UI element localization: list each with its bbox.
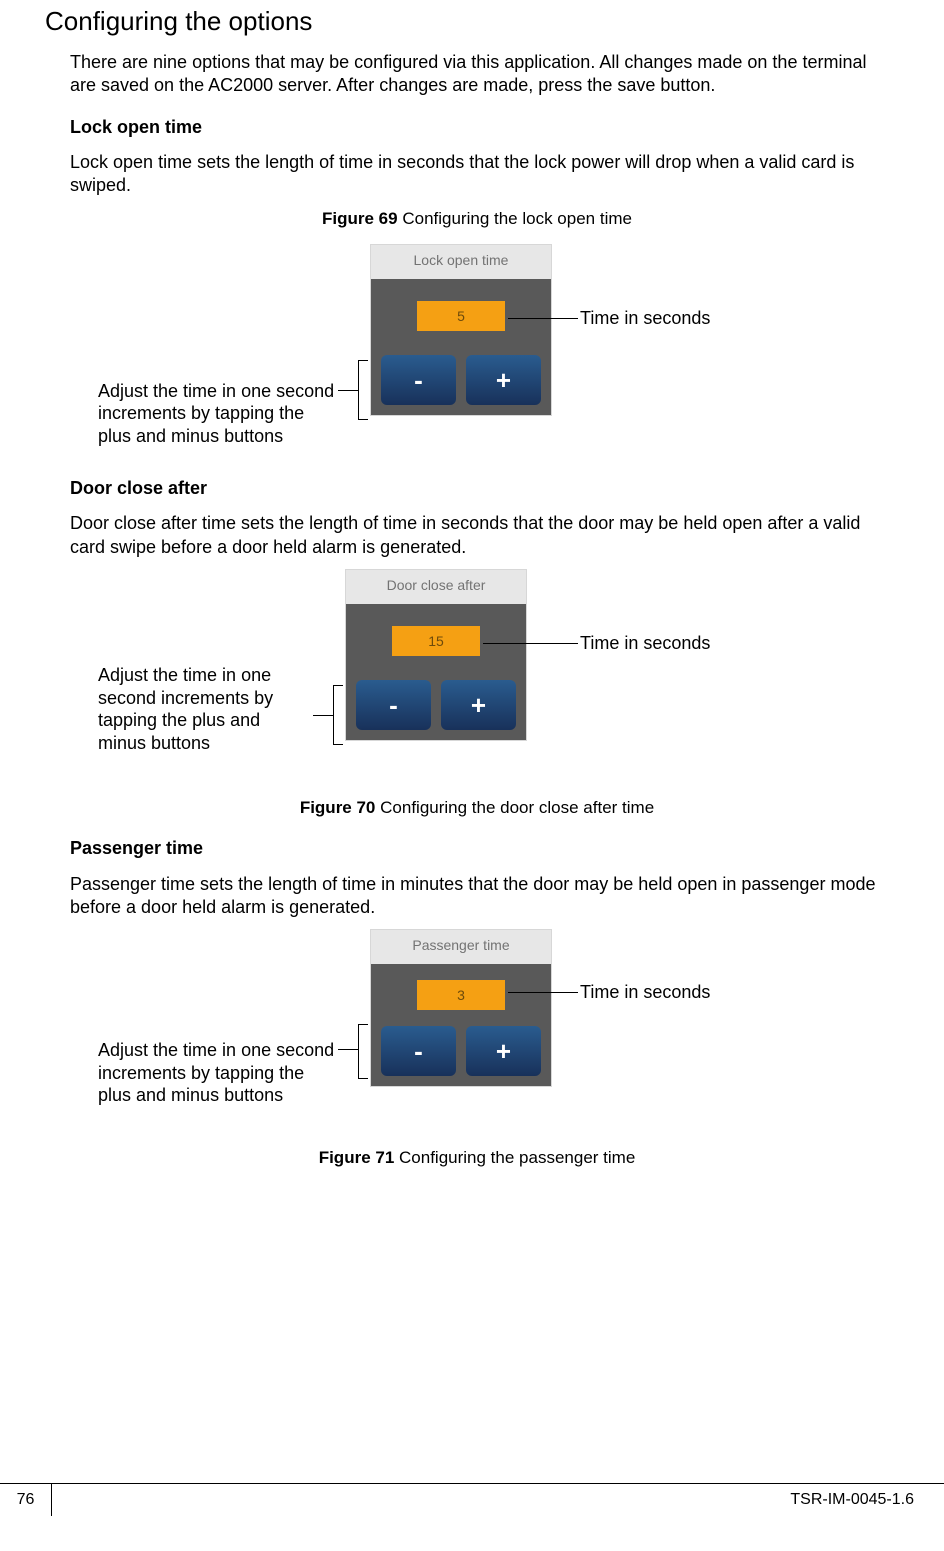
minus-button[interactable]: -: [381, 355, 456, 405]
figure-71-bold: Figure 71: [319, 1148, 395, 1167]
device-title-lock-open: Lock open time: [371, 245, 551, 279]
anno-adjust-buttons: Adjust the time in one second increments…: [98, 380, 338, 448]
leader-line: [358, 1078, 368, 1079]
leader-line: [313, 715, 333, 716]
heading-passenger: Passenger time: [70, 837, 884, 860]
body-passenger: Passenger time sets the length of time i…: [70, 873, 884, 920]
plus-button[interactable]: +: [466, 355, 541, 405]
tick-line: [358, 1024, 359, 1079]
page-title: Configuring the options: [45, 5, 884, 39]
page-number: 76: [0, 1484, 52, 1516]
device-door-close: Door close after 15 - +: [345, 569, 527, 741]
heading-lock-open: Lock open time: [70, 116, 884, 139]
body-door-close: Door close after time sets the length of…: [70, 512, 884, 559]
figure-71-rest: Configuring the passenger time: [394, 1148, 635, 1167]
leader-line: [338, 1049, 358, 1050]
figure-70-bold: Figure 70: [300, 798, 376, 817]
leader-line: [358, 1024, 368, 1025]
leader-line: [358, 419, 368, 420]
tick-line: [358, 360, 359, 420]
page-footer: 76 TSR-IM-0045-1.6: [0, 1483, 944, 1516]
heading-door-close: Door close after: [70, 477, 884, 500]
anno-time-seconds: Time in seconds: [580, 632, 710, 655]
value-lock-open: 5: [417, 301, 505, 331]
device-passenger: Passenger time 3 - +: [370, 929, 552, 1087]
intro-paragraph: There are nine options that may be confi…: [70, 51, 884, 98]
minus-button[interactable]: -: [356, 680, 431, 730]
anno-adjust-buttons: Adjust the time in one second increments…: [98, 664, 313, 754]
figure-70-caption: Figure 70 Configuring the door close aft…: [70, 797, 884, 819]
plus-button[interactable]: +: [466, 1026, 541, 1076]
leader-line: [338, 390, 358, 391]
leader-line: [508, 318, 578, 319]
anno-adjust-buttons: Adjust the time in one second increments…: [98, 1039, 338, 1107]
device-title-passenger: Passenger time: [371, 930, 551, 964]
value-door-close: 15: [392, 626, 480, 656]
anno-time-seconds: Time in seconds: [580, 981, 710, 1004]
device-lock-open: Lock open time 5 - +: [370, 244, 552, 416]
figure-69-rest: Configuring the lock open time: [398, 209, 632, 228]
leader-line: [333, 685, 343, 686]
plus-button[interactable]: +: [441, 680, 516, 730]
leader-line: [333, 744, 343, 745]
tick-line: [333, 685, 334, 745]
leader-line: [483, 643, 578, 644]
minus-button[interactable]: -: [381, 1026, 456, 1076]
value-passenger: 3: [417, 980, 505, 1010]
leader-line: [508, 992, 578, 993]
body-lock-open: Lock open time sets the length of time i…: [70, 151, 884, 198]
figure-69-caption: Figure 69 Configuring the lock open time: [70, 208, 884, 230]
device-title-door-close: Door close after: [346, 570, 526, 604]
figure-70-rest: Configuring the door close after time: [375, 798, 654, 817]
figure-71-caption: Figure 71 Configuring the passenger time: [70, 1147, 884, 1169]
anno-time-seconds: Time in seconds: [580, 307, 710, 330]
leader-line: [358, 360, 368, 361]
document-id: TSR-IM-0045-1.6: [790, 1484, 944, 1516]
figure-69-bold: Figure 69: [322, 209, 398, 228]
